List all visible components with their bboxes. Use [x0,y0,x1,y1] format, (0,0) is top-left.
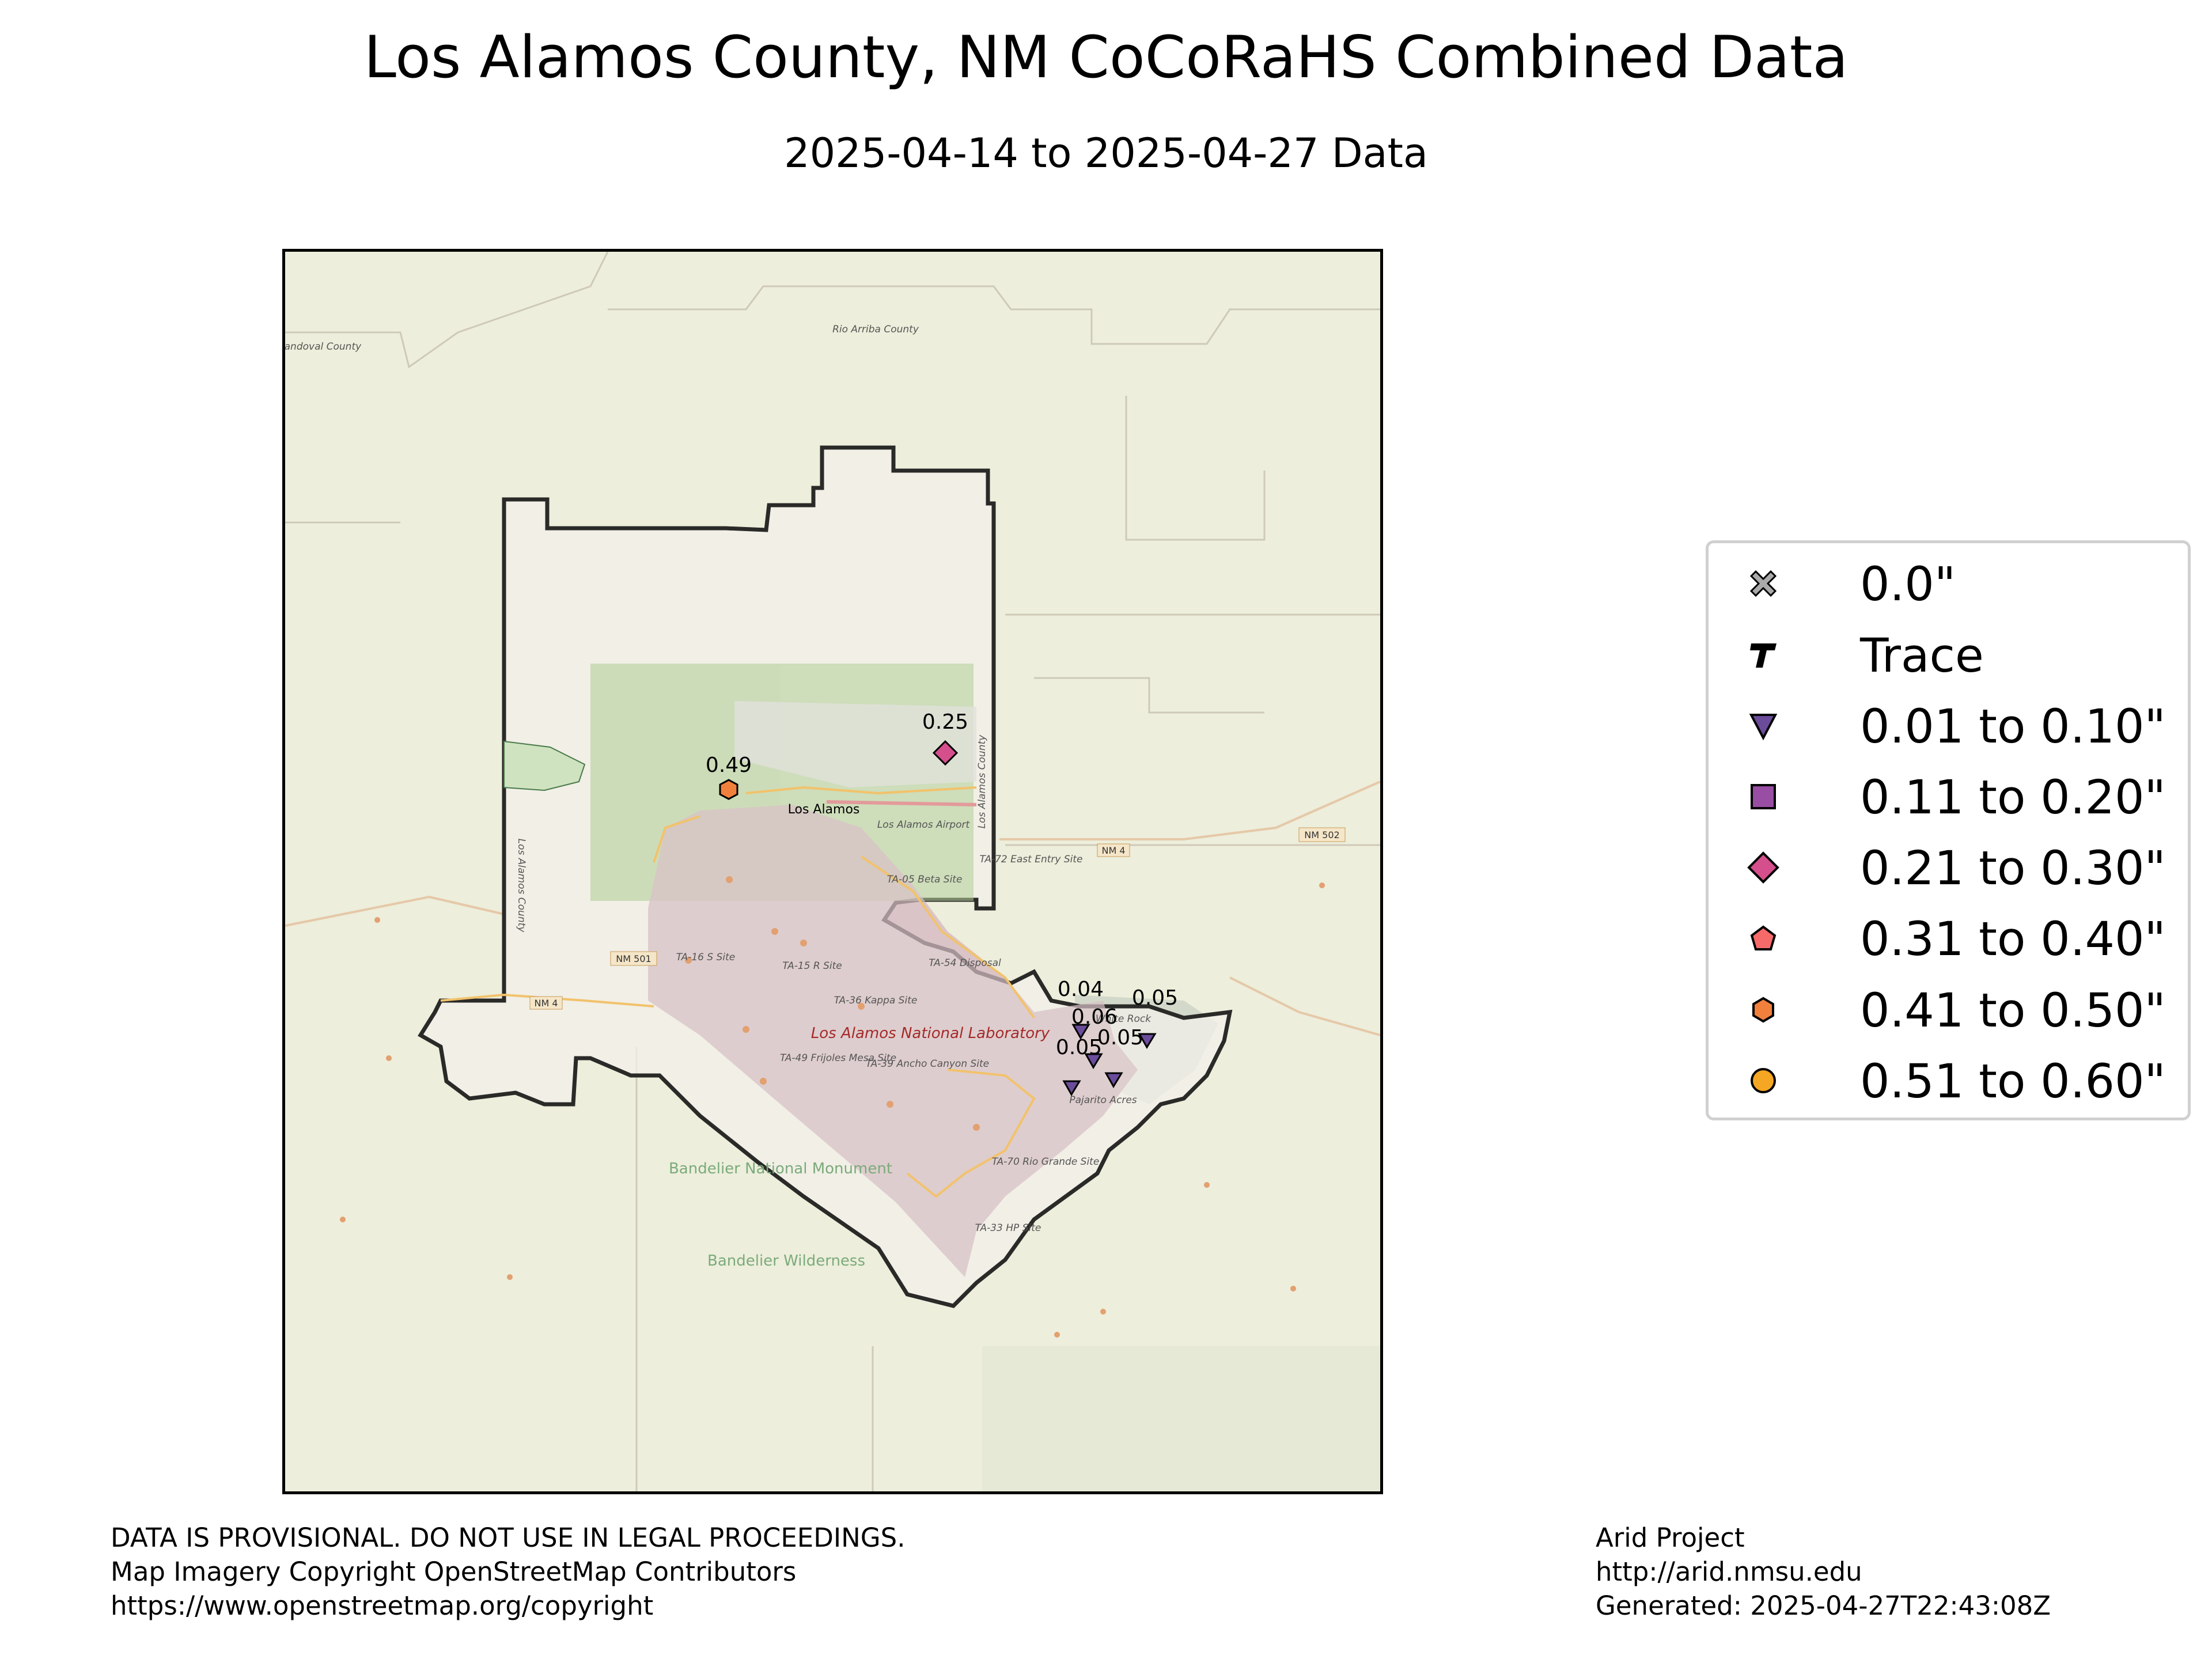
footer-link[interactable]: https://www.openstreetmap.org/copyright [111,1590,654,1621]
map-panel[interactable]: Los Alamos Los Alamos Airport Sandoval C… [282,249,1383,1494]
station-value-label: 0.04 [1058,978,1104,1001]
station-value-label: 0.06 [1071,1005,1118,1029]
footer-credits: Arid Project http://arid.nmsu.edu Genera… [1596,1521,2051,1623]
lab-label: Los Alamos National Laboratory [811,1025,1050,1042]
station-value-label: 0.05 [1056,1036,1102,1059]
hexagon-icon [719,779,738,800]
triangle-down-icon [1071,1024,1090,1040]
bandelier-monument-label: Bandelier National Monument [669,1160,892,1177]
station-6[interactable]: 0.05 [1056,1036,1102,1096]
legend-label: Trace [1860,629,1984,683]
legend: 0.0" Trace 0.01 to 0.10" 0.11 to 0.20" 0… [1706,540,2191,1120]
pajarito-label: Pajarito Acres [1069,1094,1137,1106]
legend-label: 0.01 to 0.10" [1860,700,2166,754]
station-5[interactable]: 0.05 [1097,1026,1143,1088]
left-green-patch [503,740,586,791]
legend-item-011-020: 0.11 to 0.20" [1709,765,2188,828]
trace-t-icon [1750,643,1777,668]
bandelier-wilderness-label: Bandelier Wilderness [707,1252,865,1270]
hexagon-icon [1752,997,1774,1023]
legend-item-021-030: 0.21 to 0.30" [1709,836,2188,899]
town-overlay [734,701,976,787]
circle-icon [1751,1068,1776,1093]
peak-markers [340,876,1325,1338]
triangle-down-icon [1084,1053,1103,1069]
ta39-label: TA-39 Ancho Canyon Site [866,1058,989,1070]
station-2[interactable]: 0.04 [1058,978,1104,1040]
county-label-left: Los Alamos County [516,839,527,933]
nm501-shield: NM 501 [610,951,657,966]
station-value-label: 0.25 [922,710,968,734]
nm502-shield: NM 502 [1298,827,1346,842]
airport-runway [826,800,977,806]
station-value-label: 0.05 [1097,1026,1143,1050]
map-subtitle: 2025-04-14 to 2025-04-27 Data [784,130,1428,177]
diamond-icon [1747,851,1779,884]
ta05-label: TA-05 Beta Site [887,874,963,885]
airport-label: Los Alamos Airport [877,819,971,831]
legend-item-031-040: 0.31 to 0.40" [1709,907,2188,970]
ta16-label: TA-16 S Site [676,952,735,963]
svg-text:NM 4: NM 4 [1101,845,1125,856]
pentagon-icon [1750,925,1777,950]
ta36-label: TA-36 Kappa Site [834,995,918,1006]
triangle-down-icon [1062,1080,1081,1096]
footer-line: DATA IS PROVISIONAL. DO NOT USE IN LEGAL… [111,1522,906,1553]
footer-disclaimer: DATA IS PROVISIONAL. DO NOT USE IN LEGAL… [111,1521,906,1623]
svg-text:NM 501: NM 501 [616,953,651,964]
legend-label: 0.31 to 0.40" [1860,912,2166,967]
legend-item-zero: 0.0" [1709,552,2188,615]
legend-item-001-010: 0.01 to 0.10" [1709,694,2188,757]
nm4-shield-a: NM 4 [1097,843,1130,857]
station-4[interactable]: 0.05 [1132,986,1178,1049]
county-label-right: Los Alamos County [976,734,988,829]
triangle-down-icon [1138,1033,1157,1049]
nm4-shield-b: NM 4 [529,996,563,1010]
faint-roads [285,781,1380,1036]
x-marker-icon [1749,570,1777,597]
diamond-icon [932,740,959,766]
faint-boundaries [285,252,1380,1491]
ta54-label: TA-54 Disposal [929,957,1001,969]
ta49-label: TA-49 Frijoles Mesa Site [780,1052,896,1064]
svg-text:NM 502: NM 502 [1304,830,1339,840]
sandoval-label: Sandoval County [285,341,362,353]
map-title: Los Alamos County, NM CoCoRaHS Combined … [363,23,1849,91]
white-rock-label: White Rock [1096,1013,1152,1025]
legend-label: 0.0" [1860,558,1956,612]
station-3[interactable]: 0.06 [1071,1005,1118,1069]
footer-line: Arid Project [1596,1522,1745,1553]
legend-label: 0.51 to 0.60" [1860,1055,2166,1109]
basemap-zone [982,1346,1380,1491]
footer-line: Map Imagery Copyright OpenStreetMap Cont… [111,1556,797,1587]
legend-item-041-050: 0.41 to 0.50" [1709,978,2188,1041]
square-icon [1751,784,1776,809]
ta72-label: TA-72 East Entry Site [980,854,1083,865]
station-value-label: 0.05 [1132,986,1178,1010]
town-label: Los Alamos [788,802,860,817]
basemap[interactable]: Los Alamos Los Alamos Airport Sandoval C… [285,252,1380,1491]
triangle-down-icon [1104,1072,1123,1088]
rio-arriba-label: Rio Arriba County [832,324,919,335]
legend-label: 0.11 to 0.20" [1860,771,2166,825]
station-value-label: 0.49 [706,753,752,777]
legend-item-trace: Trace [1709,623,2188,687]
legend-label: 0.21 to 0.30" [1860,842,2166,896]
ta70-label: TA-70 Rio Grande Site [992,1156,1100,1168]
svg-text:NM 4: NM 4 [534,998,558,1009]
ta33-label: TA-33 HP Site [975,1222,1041,1234]
lab-overlay [648,805,1138,1277]
footer-line: Generated: 2025-04-27T22:43:08Z [1596,1590,2051,1621]
footer-link[interactable]: http://arid.nmsu.edu [1596,1556,1862,1587]
station-0[interactable]: 0.25 [922,710,968,766]
ta15-label: TA-15 R Site [782,960,842,972]
legend-item-051-060: 0.51 to 0.60" [1709,1049,2188,1112]
station-1[interactable]: 0.49 [706,753,752,800]
legend-label: 0.41 to 0.50" [1860,984,2166,1038]
triangle-down-icon [1749,714,1778,741]
